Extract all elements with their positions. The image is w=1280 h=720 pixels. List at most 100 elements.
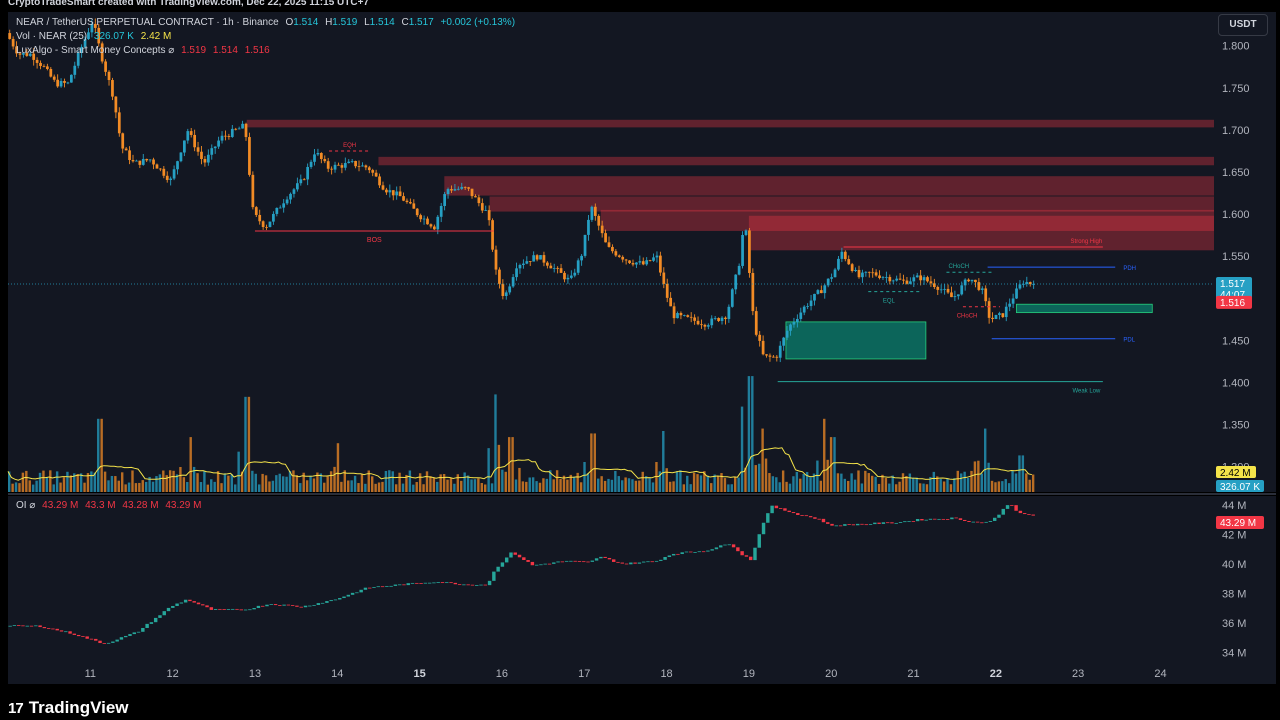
- volume-bar: [710, 483, 713, 492]
- volume-bar: [549, 470, 552, 492]
- volume-bar: [874, 476, 877, 492]
- volume-bar: [175, 474, 179, 492]
- price-candle-body: [169, 178, 173, 180]
- oi-candle-body: [800, 514, 804, 516]
- volume-bar: [473, 479, 477, 492]
- oi-candle-body: [509, 552, 513, 558]
- price-candle-body: [83, 39, 87, 47]
- oi-candle-body: [633, 562, 637, 564]
- zone-bull-6: [785, 321, 927, 360]
- price-candle-body: [347, 161, 351, 164]
- price-candle-body: [840, 251, 844, 259]
- price-candle-body: [114, 96, 118, 113]
- volume-bar: [936, 476, 939, 492]
- oi-candle-body: [564, 560, 569, 562]
- volume-bar: [651, 482, 655, 492]
- last-price-countdown: 44:07: [1220, 290, 1245, 301]
- oi-candle-body: [415, 582, 419, 584]
- price-candle-body: [337, 164, 340, 166]
- price-candle-body: [200, 151, 203, 160]
- volume-bar: [353, 475, 357, 492]
- price-candle-body: [364, 165, 368, 168]
- oi-label[interactable]: OI ⌀: [16, 500, 36, 511]
- oi-candle-body: [188, 599, 192, 602]
- volume-bar: [261, 473, 264, 492]
- price-candle-body: [659, 255, 662, 273]
- zone-bear-1: [378, 156, 1214, 166]
- price-candle-body: [689, 316, 693, 318]
- tradingview-logo-icon: 17: [8, 700, 24, 717]
- symbol-title[interactable]: NEAR / TetherUS PERPETUAL CONTRACT · 1h …: [16, 17, 279, 28]
- volume-bar: [662, 431, 665, 492]
- volume-label[interactable]: Vol · NEAR (25): [16, 31, 88, 42]
- smc-label[interactable]: LuxAlgo - Smart Money Concepts ⌀: [16, 45, 175, 56]
- price-candle-body: [1028, 282, 1032, 285]
- oi-candle-body: [941, 518, 946, 520]
- price-candle-body: [1001, 313, 1005, 318]
- oi-candle-body: [141, 627, 145, 632]
- price-candle-body: [402, 196, 405, 201]
- volume-bar: [234, 484, 237, 492]
- price-candle-body: [977, 282, 981, 290]
- price-candle-body: [422, 218, 426, 220]
- oi-candle-body: [992, 517, 997, 521]
- volume-bar: [52, 484, 55, 492]
- price-candle-body: [604, 233, 607, 243]
- oi-candle-body: [860, 523, 864, 525]
- oi-candle-body: [338, 598, 342, 600]
- oi-candle-body: [577, 561, 582, 562]
- price-candle-body: [354, 160, 357, 167]
- oi-candle-body: [226, 609, 231, 610]
- oi-legend: OI ⌀ 43.29 M 43.3 M 43.28 M 43.29 M: [16, 500, 205, 511]
- oi-candle-body: [945, 519, 950, 520]
- oi-candle-body: [132, 632, 136, 635]
- volume-bar: [100, 418, 103, 492]
- volume-bar: [877, 483, 881, 492]
- price-candle-body: [518, 264, 522, 269]
- price-tick-label: 1.750: [1222, 83, 1250, 95]
- price-candle-body: [919, 275, 923, 281]
- volume-ma-line: [7, 447, 1033, 481]
- oi-candle-body: [252, 608, 256, 610]
- price-candle-body: [388, 190, 392, 193]
- oi-candle-body: [1001, 508, 1005, 515]
- volume-bar: [775, 477, 778, 492]
- price-candle-body: [998, 313, 1001, 315]
- volume-bar: [1007, 483, 1011, 492]
- volume-bar: [867, 473, 870, 492]
- volume-bar: [73, 473, 76, 492]
- price-candle-body: [415, 208, 419, 216]
- oi-candle-body: [911, 521, 916, 522]
- volume-bar: [781, 470, 785, 492]
- volume-bar: [206, 484, 210, 492]
- price-candle-body: [385, 189, 388, 193]
- volume-bar: [18, 483, 21, 492]
- oi-candle-body: [492, 571, 496, 581]
- oi-candle-body: [94, 638, 98, 641]
- volume-bar: [764, 458, 768, 492]
- price-candle-body: [391, 190, 395, 196]
- volume-bar: [412, 484, 415, 492]
- oi-candle-body: [423, 582, 428, 584]
- oi-candle-body: [517, 554, 522, 558]
- price-candle-body: [960, 285, 964, 295]
- volume-bar: [487, 448, 490, 492]
- price-candle-body: [611, 246, 614, 252]
- price-candle-body: [754, 311, 758, 335]
- oi-candle-body: [924, 519, 928, 521]
- price-candle-body: [624, 259, 628, 261]
- price-candle-body: [361, 165, 364, 167]
- currency-unit-button[interactable]: USDT: [1218, 14, 1268, 36]
- tradingview-logo[interactable]: 17 TradingView: [8, 698, 129, 718]
- price-candle-body: [1004, 306, 1008, 318]
- volume-bar: [970, 470, 973, 492]
- volume-bar: [415, 482, 418, 492]
- volume-bar: [668, 481, 672, 492]
- oi-candle-body: [714, 547, 719, 550]
- price-candle-body: [539, 255, 542, 260]
- price-candle-body: [912, 277, 916, 282]
- volume-bar: [538, 482, 542, 492]
- price-candle-body: [42, 65, 46, 67]
- oi-candle-body: [98, 640, 102, 644]
